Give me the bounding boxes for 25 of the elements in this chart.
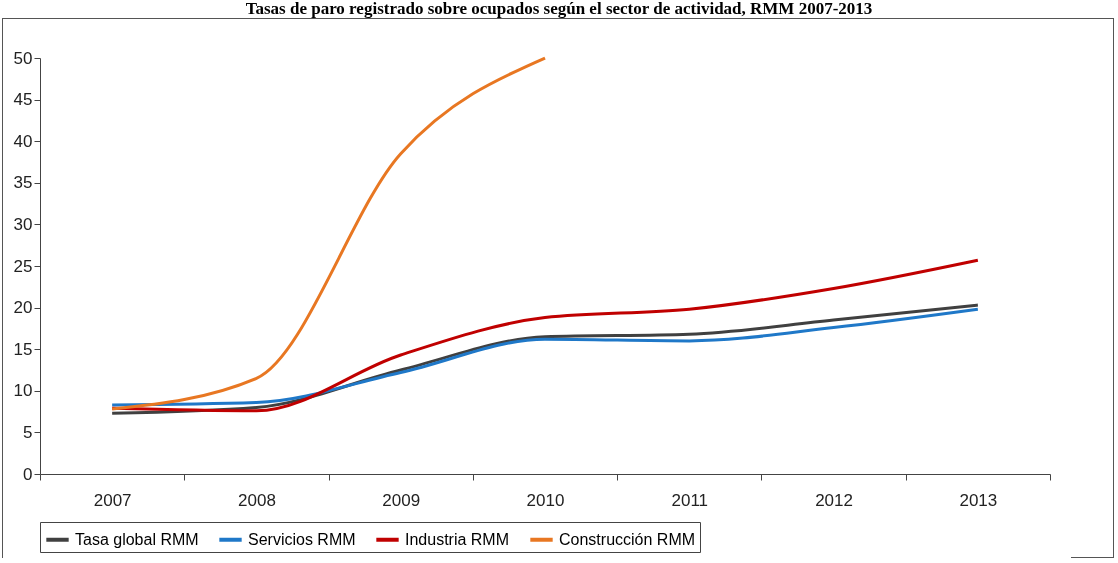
legend-label: Construcción RMM xyxy=(559,530,696,548)
x-tick-label: 2011 xyxy=(671,490,709,510)
x-tick-label: 2009 xyxy=(382,490,421,510)
y-tick-label: 35 xyxy=(13,173,33,193)
y-tick-label: 20 xyxy=(13,298,33,318)
y-tick-label: 50 xyxy=(13,48,33,68)
line-series xyxy=(110,56,547,411)
legend-label: Industria RMM xyxy=(405,530,510,548)
y-tick-label: 45 xyxy=(13,90,33,110)
y-tick-label: 5 xyxy=(23,422,33,442)
line-series xyxy=(110,258,980,413)
x-tick-label: 2013 xyxy=(959,490,998,510)
x-tick-label: 2008 xyxy=(238,490,276,510)
y-tick-label: 30 xyxy=(13,214,33,234)
chart-title: Tasas de paro registrado sobre ocupados según el sector de actividad, RMM 2007-2013 xyxy=(244,0,874,18)
legend-label: Servicios RMM xyxy=(248,530,356,548)
x-tick-label: 2007 xyxy=(93,490,132,510)
x-tick-label: 2012 xyxy=(815,490,853,510)
legend-label: Tasa global RMM xyxy=(75,530,199,548)
y-tick-label: 10 xyxy=(13,381,33,401)
y-tick-label: 0 xyxy=(23,464,33,484)
x-tick-label: 2010 xyxy=(526,490,565,510)
y-tick-label: 15 xyxy=(13,339,33,359)
y-tick-label: 40 xyxy=(13,131,33,151)
y-tick-label: 25 xyxy=(13,256,33,276)
